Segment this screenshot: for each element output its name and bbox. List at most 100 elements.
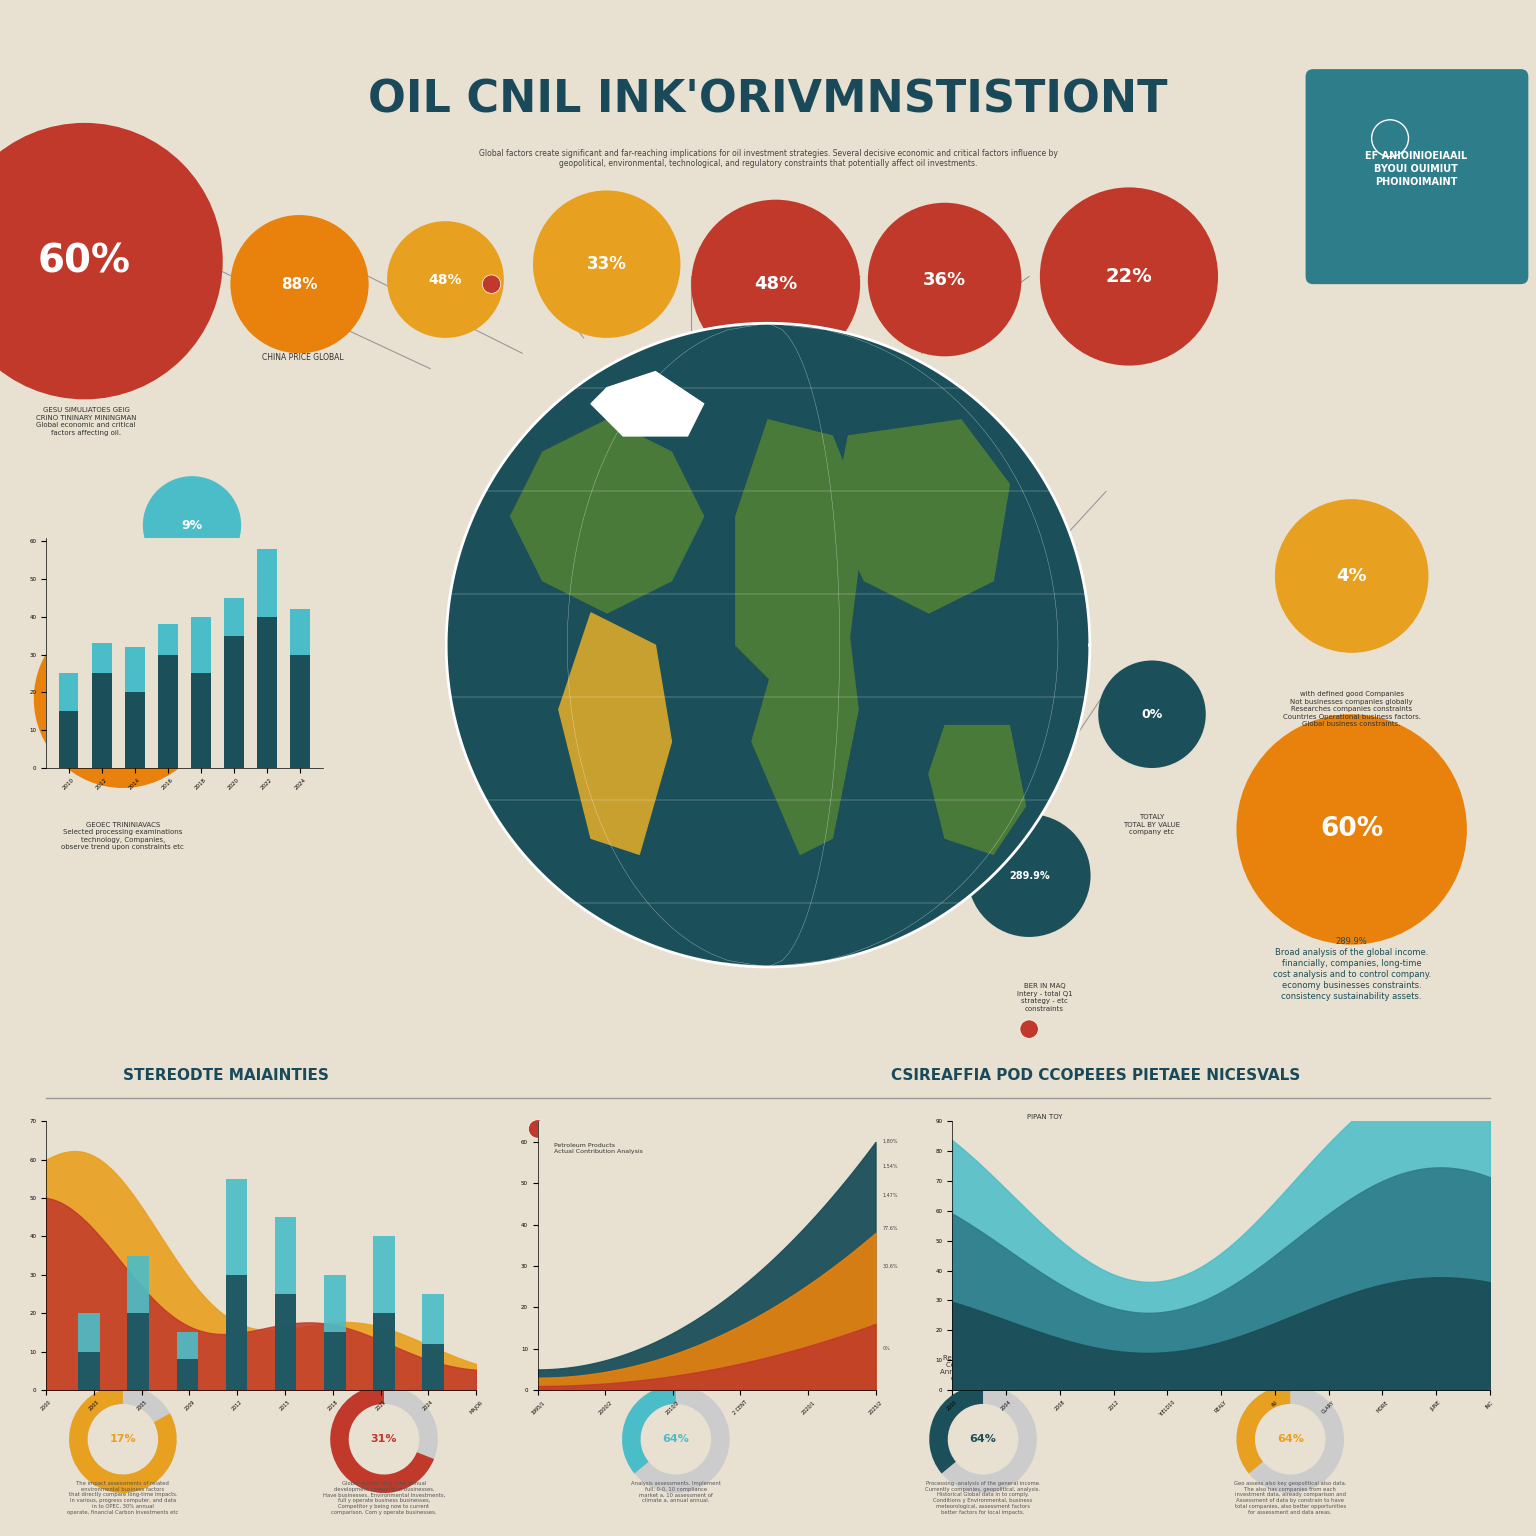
Text: 64%: 64% — [662, 1435, 690, 1444]
Text: Global market long-time annual
development competition businesses.
Have business: Global market long-time annual developme… — [323, 1481, 445, 1514]
Text: 22%: 22% — [1106, 267, 1152, 286]
Text: 9%: 9% — [181, 519, 203, 531]
Bar — [275, 1217, 296, 1390]
Bar — [124, 647, 144, 693]
Bar — [124, 693, 144, 768]
Bar — [92, 644, 112, 673]
Bar — [190, 616, 210, 673]
Text: 36%: 36% — [923, 270, 966, 289]
Text: CSIREAFFIA POD CCOPEEES PIETAEE NICESVALS: CSIREAFFIA POD CCOPEEES PIETAEE NICESVAL… — [891, 1068, 1299, 1083]
Circle shape — [820, 1258, 839, 1276]
Wedge shape — [622, 1385, 676, 1473]
Polygon shape — [736, 419, 865, 710]
Bar — [373, 1313, 395, 1390]
Bar — [257, 616, 276, 768]
Bar — [177, 1332, 198, 1390]
Polygon shape — [559, 613, 671, 854]
Text: 64%: 64% — [969, 1435, 997, 1444]
Text: Changes across key
geopolitical: Changes across key geopolitical — [1255, 1370, 1326, 1382]
Text: BER IN MAQ
Intery - total Q1
strategy - etc
constraints: BER IN MAQ Intery - total Q1 strategy - … — [1017, 983, 1072, 1012]
Text: 48%: 48% — [754, 275, 797, 293]
Circle shape — [1037, 1190, 1052, 1206]
Bar — [422, 1344, 444, 1390]
Bar — [275, 1293, 296, 1390]
Bar — [324, 1332, 346, 1390]
Text: GEOEC TRININIAVACS
Selected processing examinations
technology, Companies,
obser: GEOEC TRININIAVACS Selected processing e… — [61, 822, 184, 851]
Text: APAO
Lower OYSTER OSHAL
To re-
profitability: APAO Lower OYSTER OSHAL To re- profitabi… — [788, 1152, 871, 1195]
Circle shape — [1275, 499, 1428, 653]
Wedge shape — [330, 1385, 435, 1493]
Text: 88%: 88% — [281, 276, 318, 292]
Text: 60%: 60% — [1319, 817, 1384, 842]
Wedge shape — [69, 1385, 177, 1493]
Text: 17%: 17% — [109, 1435, 137, 1444]
Text: Global factors create significant and far-reaching implications for oil investme: Global factors create significant and fa… — [479, 149, 1057, 167]
Text: 30.6%: 30.6% — [882, 1264, 897, 1269]
Circle shape — [760, 1313, 776, 1329]
Bar — [224, 598, 244, 636]
Circle shape — [691, 200, 860, 369]
Bar — [257, 548, 276, 616]
Polygon shape — [833, 419, 1009, 613]
Text: Processing -analysis of the general income.
Currently companies, geopolitical, a: Processing -analysis of the general inco… — [926, 1481, 1040, 1514]
Text: 77.6%: 77.6% — [882, 1226, 897, 1232]
Text: Analysis assessments. Implement
full. 0-0, 10 compliance
market a, 10 assessment: Analysis assessments. Implement full. 0-… — [631, 1481, 720, 1504]
Circle shape — [960, 591, 1083, 714]
Bar — [290, 654, 310, 768]
Circle shape — [759, 1135, 777, 1154]
Text: Renewable
Energy markets
assessment: Renewable Energy markets assessment — [648, 1362, 703, 1382]
Bar — [78, 1352, 100, 1390]
Text: GESU SIMULIATOES GEIG
CRINO TININARY MININGMAN
Global economic and critical
fact: GESU SIMULIATOES GEIG CRINO TININARY MIN… — [35, 407, 137, 436]
Text: 1.80%: 1.80% — [882, 1140, 897, 1144]
Text: 289.9%: 289.9% — [1009, 871, 1049, 880]
Polygon shape — [753, 630, 859, 854]
Circle shape — [868, 203, 1021, 356]
Circle shape — [1098, 660, 1206, 768]
Circle shape — [1040, 187, 1218, 366]
Circle shape — [34, 610, 212, 788]
Circle shape — [387, 221, 504, 338]
Wedge shape — [929, 1385, 1037, 1493]
Text: CHINA PRICE GLOBAL: CHINA PRICE GLOBAL — [261, 353, 344, 362]
Text: 1.47%: 1.47% — [882, 1193, 897, 1198]
Bar — [127, 1256, 149, 1390]
Text: Chnose of
Geo tobacco: Chnose of Geo tobacco — [1005, 760, 1054, 780]
Polygon shape — [445, 323, 1091, 968]
Text: 60%: 60% — [38, 243, 131, 280]
Bar — [290, 610, 310, 654]
Wedge shape — [1236, 1385, 1344, 1493]
Polygon shape — [510, 419, 703, 613]
Circle shape — [533, 190, 680, 338]
Text: Petroleum Products
Actual Contribution Analysis: Petroleum Products Actual Contribution A… — [554, 1143, 644, 1154]
Text: 33%: 33% — [587, 255, 627, 273]
Bar — [373, 1236, 395, 1390]
Text: 1.54%: 1.54% — [882, 1164, 897, 1169]
Text: TOTALY
TOTAL BY VALUE
company etc: TOTALY TOTAL BY VALUE company etc — [1123, 814, 1181, 836]
Wedge shape — [69, 1385, 177, 1493]
Circle shape — [1236, 714, 1467, 945]
Bar — [422, 1293, 444, 1390]
Bar — [58, 673, 78, 711]
Bar — [190, 673, 210, 768]
Text: 0%: 0% — [1141, 708, 1163, 720]
Text: 289.9%
Broad analysis of the global income.
financially, companies, long-time
co: 289.9% Broad analysis of the global inco… — [1272, 937, 1432, 1001]
Text: 31%: 31% — [370, 1435, 398, 1444]
Text: Carbon and Impact
Assessments: Carbon and Impact Assessments — [89, 1370, 157, 1382]
Text: 5.99%: 5.99% — [1001, 648, 1041, 657]
Text: 4%: 4% — [1336, 567, 1367, 585]
Circle shape — [482, 275, 501, 293]
Polygon shape — [591, 372, 703, 436]
Text: 0%: 0% — [882, 1346, 889, 1352]
Circle shape — [528, 1120, 547, 1138]
Circle shape — [1020, 1020, 1038, 1038]
Circle shape — [143, 476, 241, 574]
Bar — [78, 1313, 100, 1390]
Bar — [324, 1275, 346, 1390]
Text: PIPAN TOY
YAULSINTOIN
PEO NOING: PIPAN TOY YAULSINTOIN PEO NOING — [1021, 1114, 1068, 1135]
Wedge shape — [929, 1385, 983, 1473]
Bar — [224, 636, 244, 768]
Bar — [158, 624, 178, 654]
Circle shape — [0, 123, 223, 399]
Text: also enterprise broad
consolidation: also enterprise broad consolidation — [992, 1229, 1066, 1243]
Circle shape — [230, 215, 369, 353]
